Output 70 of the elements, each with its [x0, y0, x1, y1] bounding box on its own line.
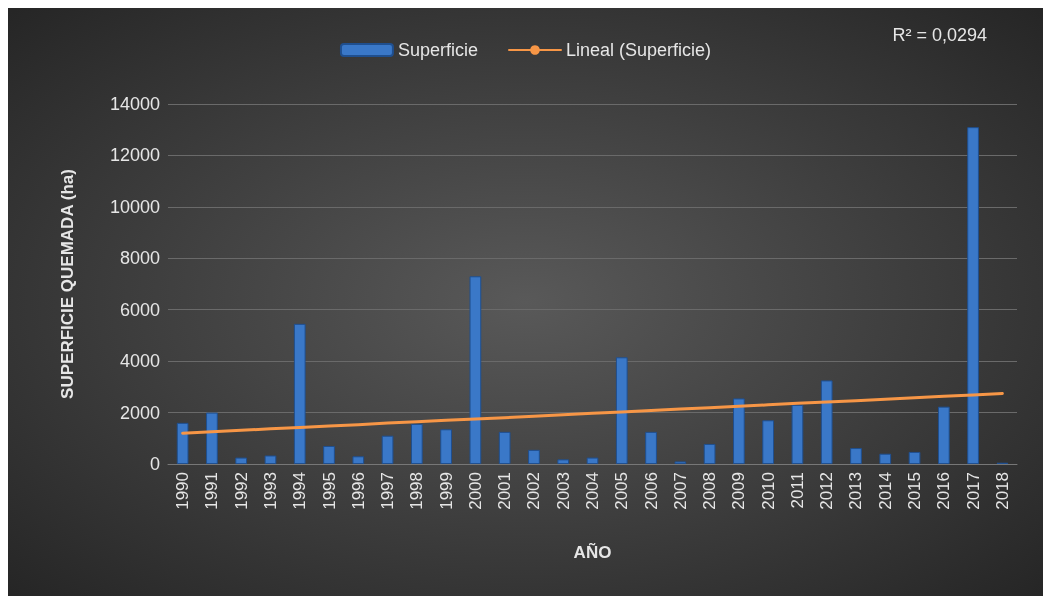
bar	[352, 456, 365, 464]
x-tick-label: 2001	[495, 472, 515, 510]
bar	[791, 404, 804, 464]
bar	[176, 422, 189, 464]
bar	[703, 443, 716, 464]
bar	[469, 276, 482, 464]
y-tick-label: 0	[149, 454, 160, 474]
x-tick-label: 2011	[787, 472, 807, 509]
bar	[879, 453, 892, 464]
bar	[206, 412, 218, 464]
x-tick-label: 1998	[407, 472, 427, 510]
x-tick-label: 2006	[641, 472, 661, 510]
x-tick-label: 2003	[553, 472, 573, 510]
y-tick-label: 10000	[109, 196, 160, 217]
x-tick-label: 1990	[173, 472, 193, 510]
y-tick-label: 6000	[119, 299, 160, 320]
bar	[235, 457, 248, 464]
x-tick-label: 2002	[524, 472, 544, 510]
bar	[528, 449, 540, 464]
bar	[733, 398, 745, 464]
y-axis-title: SUPERFICIE QUEMADA (ha)	[58, 169, 77, 399]
bar	[557, 459, 570, 464]
y-tick-label: 8000	[119, 248, 160, 269]
x-tick-label: 1999	[436, 472, 456, 510]
x-tick-label: 1996	[348, 472, 368, 510]
y-tick-label: 4000	[119, 351, 160, 372]
bar	[264, 455, 277, 464]
text: R² = 0,0294	[892, 25, 987, 45]
bar	[440, 429, 452, 464]
x-tick-label: 2009	[729, 472, 749, 510]
bar	[820, 380, 833, 464]
y-tick-label: 14000	[109, 94, 160, 114]
x-tick-label: 2004	[583, 472, 602, 510]
x-tick-label: 2018	[992, 472, 1012, 510]
bar	[908, 451, 921, 464]
x-tick-label: 2016	[934, 472, 954, 510]
bar	[645, 431, 657, 464]
x-tick-label: 2000	[465, 472, 485, 510]
x-axis-title: AÑO	[573, 542, 612, 562]
y-tick-label: 12000	[109, 145, 160, 166]
bar	[293, 323, 306, 464]
x-tick-label: 2012	[817, 472, 837, 510]
bar	[850, 448, 862, 464]
x-tick-label: 2013	[846, 472, 866, 510]
x-tick-label: 1997	[378, 472, 398, 510]
x-tick-label: 2015	[905, 472, 925, 510]
bar	[615, 357, 628, 464]
x-tick-label: 2008	[700, 472, 720, 510]
bar	[410, 423, 423, 464]
x-tick-label: 2017	[963, 472, 983, 510]
x-tick-label: 2014	[875, 472, 895, 510]
x-tick-label: 1991	[202, 472, 222, 510]
y-tick-label: 2000	[119, 402, 160, 423]
bar	[967, 127, 979, 464]
x-tick-label: 2005	[612, 472, 632, 510]
bar	[498, 431, 511, 464]
x-tick-label: 1993	[260, 472, 280, 510]
x-tick-label: 1995	[319, 472, 339, 510]
x-tick-label: 1992	[231, 472, 251, 510]
line-series	[181, 392, 1004, 435]
bar	[586, 457, 599, 464]
legend-label: Lineal (Superficie)	[565, 40, 712, 60]
x-tick-label: 2010	[758, 472, 778, 510]
bar	[762, 420, 775, 464]
bar	[323, 446, 335, 464]
bar	[381, 435, 394, 464]
legend-label: Superficie	[397, 40, 478, 60]
x-tick-label: 2007	[670, 472, 690, 510]
x-tick-label: 1994	[290, 472, 310, 510]
bar	[937, 406, 950, 464]
